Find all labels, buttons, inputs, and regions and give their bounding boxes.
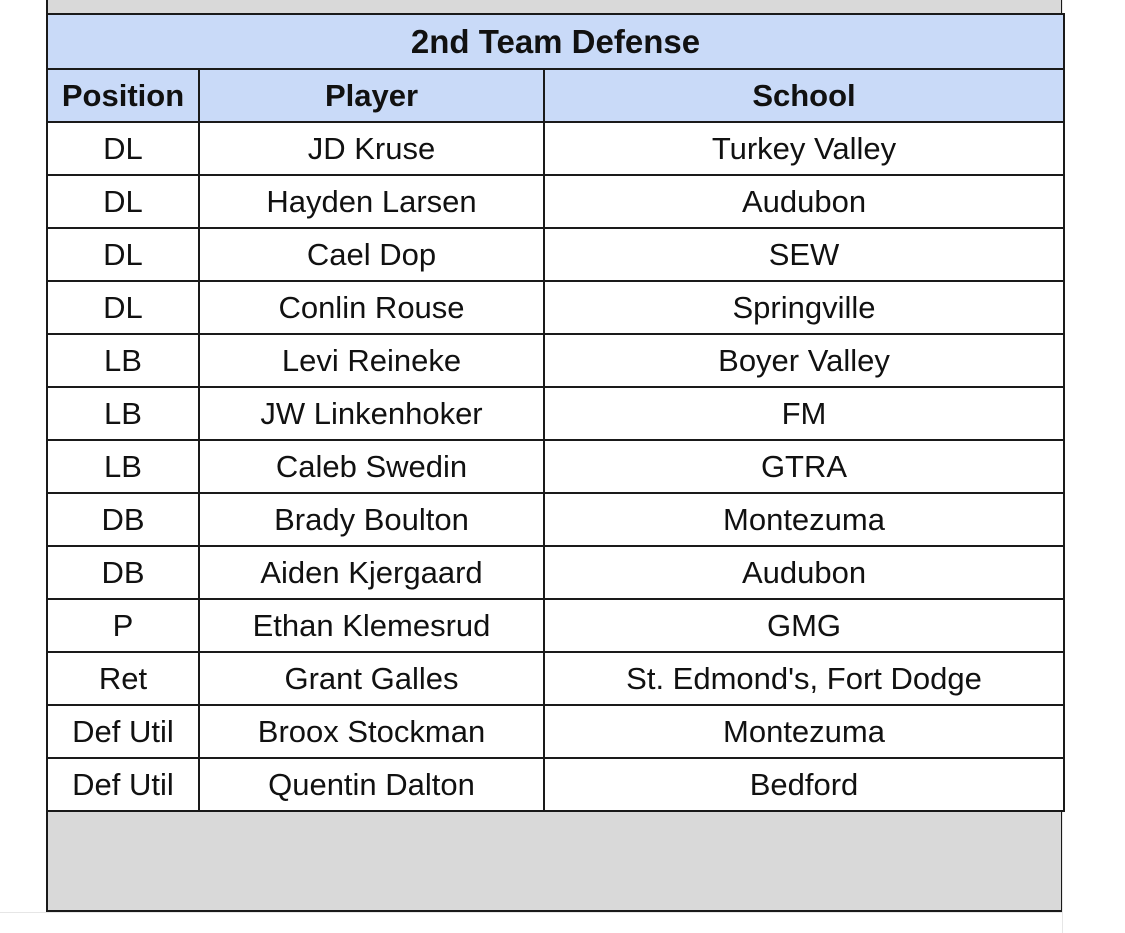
table-row: Def Util Quentin Dalton Bedford [46, 757, 1066, 812]
position-cell: DL [46, 121, 200, 176]
table-row: DL Cael Dop SEW [46, 227, 1066, 282]
position-cell: P [46, 598, 200, 653]
school-cell: GTRA [542, 439, 1066, 494]
school-cell: Turkey Valley [542, 121, 1066, 176]
table-row: LB Levi Reineke Boyer Valley [46, 333, 1066, 388]
table-row: LB Caleb Swedin GTRA [46, 439, 1066, 494]
player-cell: Broox Stockman [198, 704, 545, 759]
school-cell: GMG [542, 598, 1066, 653]
school-cell: Bedford [542, 757, 1066, 812]
table-row: Def Util Broox Stockman Montezuma [46, 704, 1066, 759]
player-cell: JD Kruse [198, 121, 545, 176]
player-cell: Levi Reineke [198, 333, 545, 388]
column-header-school: School [542, 68, 1066, 123]
position-cell: LB [46, 439, 200, 494]
school-cell: Audubon [542, 174, 1066, 229]
defense-roster-table: 2nd Team Defense Position Player School … [45, 13, 1066, 812]
player-cell: Conlin Rouse [198, 280, 545, 335]
position-cell: Def Util [46, 757, 200, 812]
table-row: DL JD Kruse Turkey Valley [46, 121, 1066, 176]
table-row: DB Aiden Kjergaard Audubon [46, 545, 1066, 600]
table-row: DL Conlin Rouse Springville [46, 280, 1066, 335]
position-cell: DL [46, 174, 200, 229]
school-cell: Boyer Valley [542, 333, 1066, 388]
school-cell: Springville [542, 280, 1066, 335]
position-cell: Ret [46, 651, 200, 706]
table-title: 2nd Team Defense [45, 13, 1066, 70]
player-cell: Ethan Klemesrud [198, 598, 545, 653]
player-cell: Aiden Kjergaard [198, 545, 545, 600]
player-cell: Quentin Dalton [198, 757, 545, 812]
position-cell: DB [46, 492, 200, 547]
school-cell: FM [542, 386, 1066, 441]
table-row: DL Hayden Larsen Audubon [46, 174, 1066, 229]
table-header-row: Position Player School [46, 68, 1066, 123]
column-header-position: Position [46, 68, 200, 123]
table-row: DB Brady Boulton Montezuma [46, 492, 1066, 547]
table-row: P Ethan Klemesrud GMG [46, 598, 1066, 653]
player-cell: Brady Boulton [198, 492, 545, 547]
player-cell: JW Linkenhoker [198, 386, 545, 441]
page-edge-bottom [0, 912, 1062, 913]
player-cell: Cael Dop [198, 227, 545, 282]
school-cell: Audubon [542, 545, 1066, 600]
player-cell: Hayden Larsen [198, 174, 545, 229]
school-cell: St. Edmond's, Fort Dodge [542, 651, 1066, 706]
table-title-row: 2nd Team Defense [45, 13, 1066, 70]
position-cell: Def Util [46, 704, 200, 759]
table-row: Ret Grant Galles St. Edmond's, Fort Dodg… [46, 651, 1066, 706]
position-cell: LB [46, 333, 200, 388]
position-cell: DB [46, 545, 200, 600]
school-cell: SEW [542, 227, 1066, 282]
position-cell: LB [46, 386, 200, 441]
school-cell: Montezuma [542, 704, 1066, 759]
position-cell: DL [46, 280, 200, 335]
column-header-player: Player [198, 68, 545, 123]
table-row: LB JW Linkenhoker FM [46, 386, 1066, 441]
player-cell: Grant Galles [198, 651, 545, 706]
player-cell: Caleb Swedin [198, 439, 545, 494]
school-cell: Montezuma [542, 492, 1066, 547]
position-cell: DL [46, 227, 200, 282]
